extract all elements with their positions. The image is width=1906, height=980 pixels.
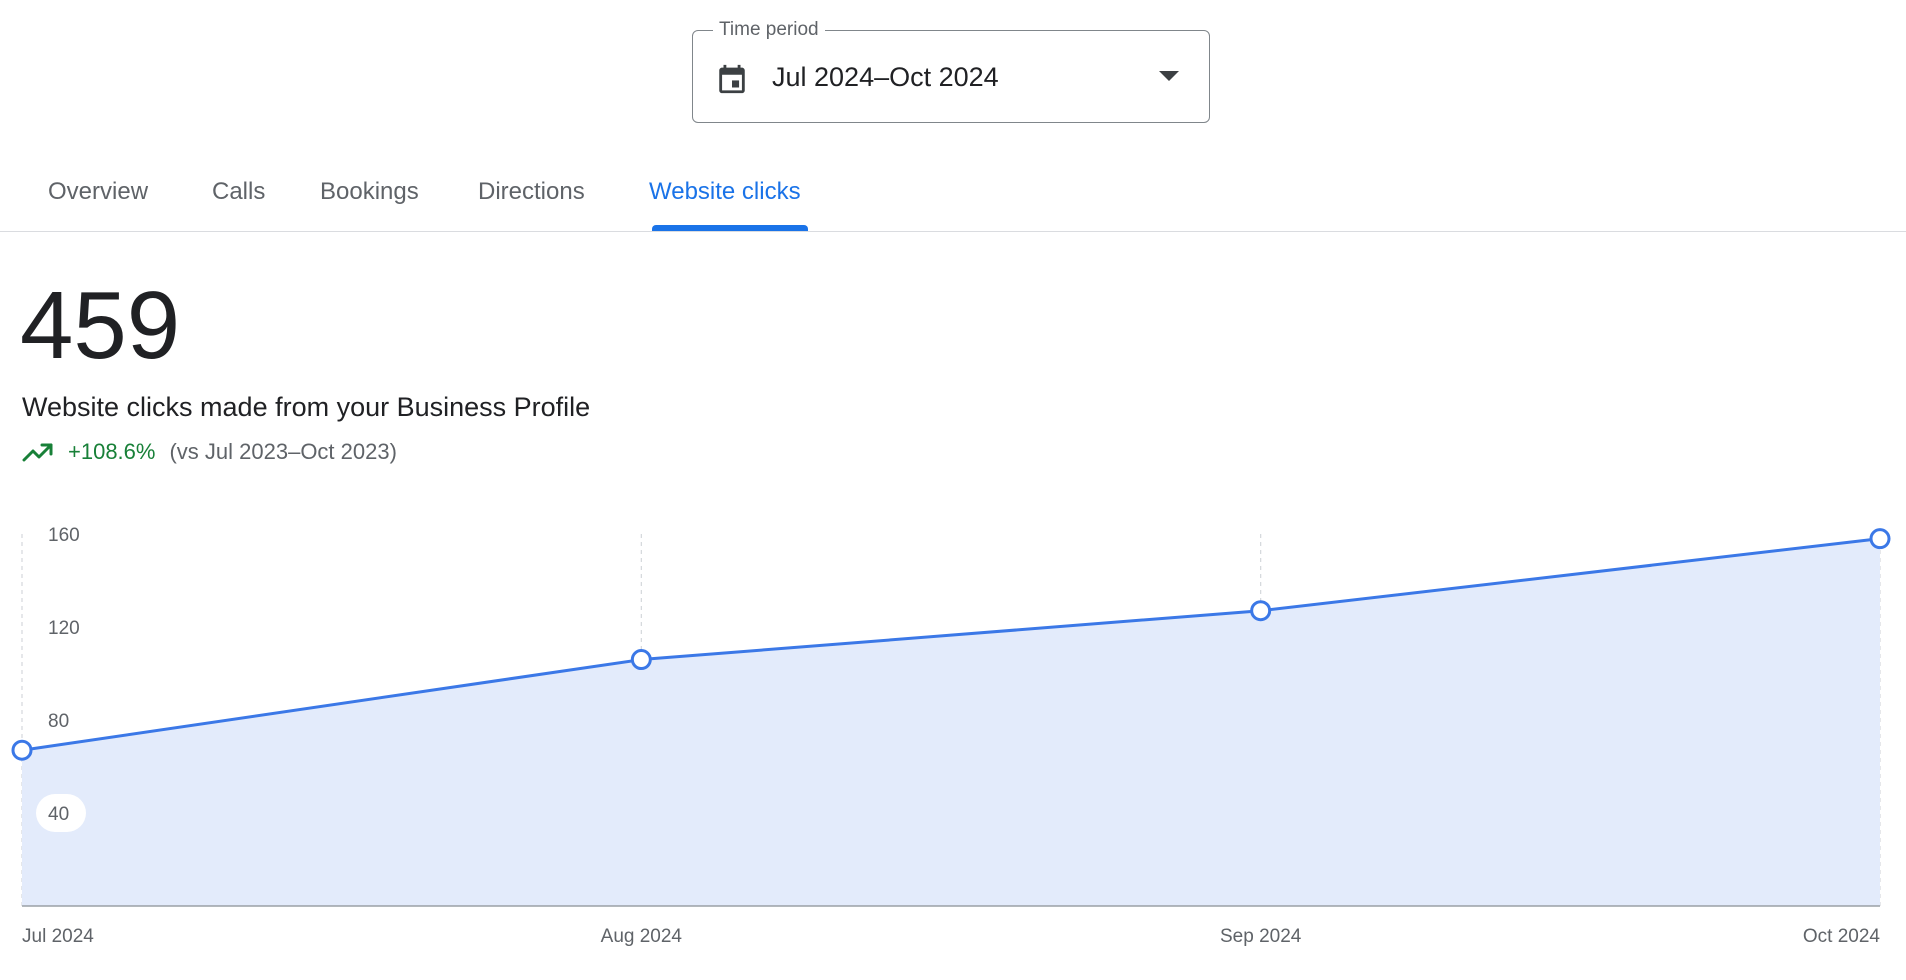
website-clicks-chart: 40 80 120 160 Jul 2024 Aug 2024 Sep 2024 Oct 2… — [11, 525, 1891, 947]
chart-x-ticks: Jul 2024 Aug 2024 Sep 2024 Oct 2024 — [22, 926, 1880, 947]
tab-overview[interactable]: Overview — [48, 178, 149, 205]
chart-area — [22, 538, 1880, 906]
data-point[interactable] — [630, 649, 652, 671]
y-tick-label: 80 — [48, 711, 69, 732]
tab-calls[interactable]: Calls — [212, 178, 266, 205]
y-tick-label: 40 — [48, 804, 69, 825]
chevron-down-icon — [1159, 71, 1179, 81]
metric-description: Website clicks made from your Business P… — [22, 392, 591, 422]
metric-change: +108.6% — [68, 439, 156, 464]
metric-trend: +108.6% (vs Jul 2023–Oct 2023) — [22, 436, 397, 468]
x-tick-label: Jul 2024 — [22, 926, 94, 947]
tab-bookings[interactable]: Bookings — [320, 178, 419, 205]
y-tick-highlight — [36, 794, 86, 832]
time-period-select[interactable]: Time period Jul 2024–Oct 2024 — [692, 18, 1210, 123]
y-tick-label: 160 — [48, 525, 80, 546]
y-tick-label: 120 — [48, 618, 80, 639]
data-point[interactable] — [1250, 600, 1272, 622]
tab-directions[interactable]: Directions — [478, 178, 585, 205]
trending-up-icon — [22, 443, 53, 462]
calendar-icon — [719, 64, 745, 94]
time-period-label: Time period — [713, 18, 825, 42]
metric-comparison: (vs Jul 2023–Oct 2023) — [169, 439, 397, 464]
chart-points — [11, 528, 1891, 761]
x-tick-label: Sep 2024 — [1220, 926, 1302, 947]
active-tab-indicator — [652, 225, 808, 231]
data-point[interactable] — [1869, 528, 1891, 550]
metric-value: 459 — [20, 272, 181, 379]
x-tick-label: Oct 2024 — [1803, 926, 1881, 947]
time-period-value: Jul 2024–Oct 2024 — [772, 62, 999, 92]
chart-line — [21, 537, 1881, 752]
tab-bar: Overview Calls Bookings Directions Websi… — [0, 160, 1906, 232]
tab-website-clicks[interactable]: Website clicks — [649, 178, 801, 205]
data-point[interactable] — [11, 739, 33, 761]
x-tick-label: Aug 2024 — [601, 926, 683, 947]
chart-y-ticks: 40 80 120 160 — [36, 525, 86, 832]
